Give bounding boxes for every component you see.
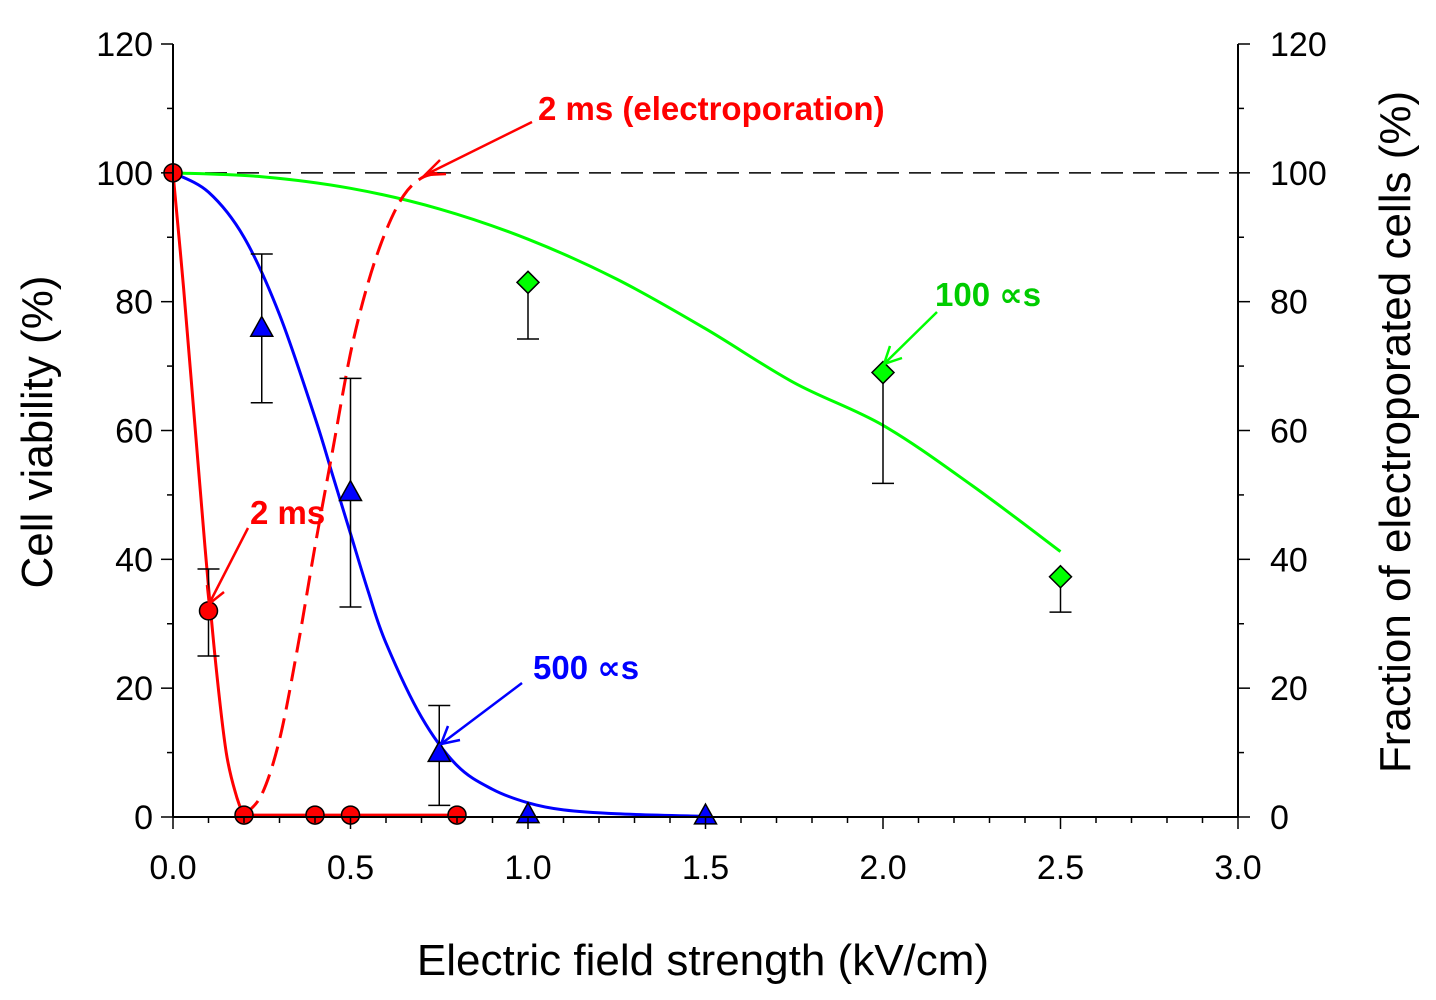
y2-tick-label: 100 (1270, 155, 1327, 193)
y-axis-title: Cell viability (%) (13, 276, 62, 589)
annotation-electroporation-text: 2 ms (electroporation) (538, 90, 885, 127)
annotation-2ms-arrowhead (205, 584, 225, 607)
annotation-100us: 100 ∝s (882, 276, 1041, 366)
tick-labels-layer: 0.0 0.5 1.0 1.5 2.0 2.5 3.00204060801001200204… (96, 26, 1326, 887)
y2-axis-title: Fraction of electroporated cells (%) (1371, 91, 1420, 773)
annotation-500us-arrowhead (438, 725, 461, 746)
fit-curve-500us (172, 171, 706, 818)
annotation-2ms-text: 2 ms (250, 494, 325, 531)
data-point-circle (305, 805, 325, 825)
annotation-500us: 500 ∝s (438, 649, 639, 746)
annotation-100us-arrowhead (882, 345, 903, 366)
y-tick-label: 0 (134, 799, 153, 837)
annotation-electroporation-arrowhead (421, 159, 447, 177)
y-tick-label: 120 (96, 26, 153, 64)
annotation-500us-text: 500 ∝s (533, 649, 639, 686)
x-axis-title: Electric field strength (kV/cm) (417, 936, 989, 985)
fit-curve-2ms (171, 172, 457, 817)
axes-layer (161, 43, 1250, 829)
x-tick-label: 1.0 (504, 849, 551, 887)
y2-tick-label: 40 (1270, 541, 1308, 579)
x-tick-label: 2.0 (859, 849, 906, 887)
x-tick-label: 0.0 (149, 849, 196, 887)
data-point-diamond (515, 270, 541, 295)
fit-curve-2ms-electroporation (242, 171, 440, 817)
data-point-triangle (338, 479, 363, 502)
annotation-electroporation: 2 ms (electroporation) (421, 90, 885, 177)
y2-tick-label: 80 (1270, 284, 1308, 322)
y-tick-label: 80 (115, 284, 153, 322)
error-bars-layer (197, 253, 1072, 807)
annotation-2ms: 2 ms (205, 494, 325, 607)
y-tick-label: 60 (115, 413, 153, 451)
annotation-100us-text: 100 ∝s (935, 276, 1041, 313)
fit-curve-100us (172, 171, 1062, 553)
y2-tick-label: 120 (1270, 26, 1327, 64)
annotation-100us-arrow (883, 311, 938, 365)
annotation-electroporation-arrow (424, 120, 533, 177)
y2-tick-label: 20 (1270, 670, 1308, 708)
fit-curves-layer (171, 171, 1062, 818)
data-point-circle (447, 805, 467, 825)
annotation-2ms-arrow (207, 527, 250, 605)
x-tick-label: 0.5 (327, 849, 374, 887)
x-tick-label: 2.5 (1037, 849, 1084, 887)
x-tick-label: 1.5 (682, 849, 729, 887)
y2-tick-label: 60 (1270, 413, 1308, 451)
y-tick-label: 100 (96, 155, 153, 193)
y-tick-label: 40 (115, 541, 153, 579)
x-tick-label: 3.0 (1214, 849, 1261, 887)
annotation-500us-arrow (440, 682, 523, 745)
data-point-circle (234, 805, 254, 825)
data-point-triangle (249, 314, 275, 337)
y2-tick-label: 0 (1270, 799, 1289, 837)
y-tick-label: 20 (115, 670, 153, 708)
data-point-triangle (426, 740, 452, 763)
data-point-diamond (870, 360, 896, 385)
data-point-diamond (1048, 564, 1073, 589)
